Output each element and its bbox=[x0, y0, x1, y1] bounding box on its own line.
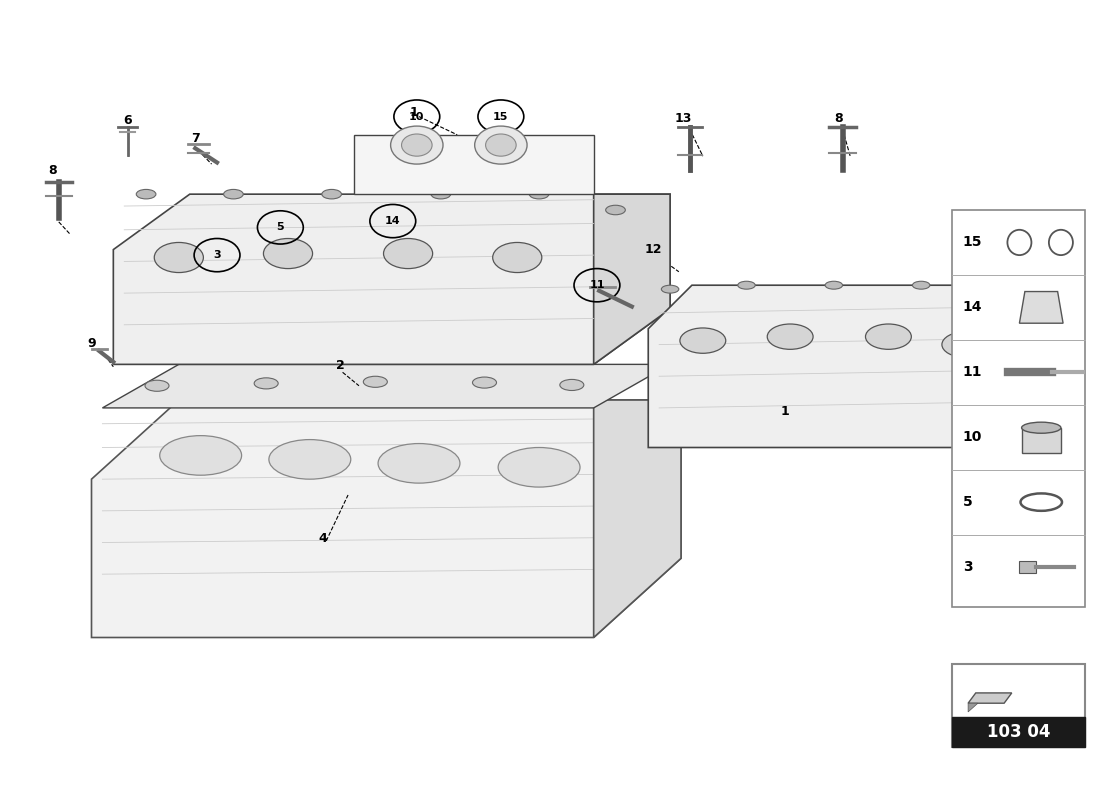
Ellipse shape bbox=[363, 376, 387, 387]
Text: 3: 3 bbox=[962, 560, 972, 574]
Ellipse shape bbox=[223, 190, 243, 199]
Ellipse shape bbox=[378, 443, 460, 483]
Text: 13: 13 bbox=[674, 113, 692, 126]
Circle shape bbox=[390, 126, 443, 164]
Ellipse shape bbox=[493, 242, 542, 273]
Circle shape bbox=[485, 134, 516, 156]
Text: 5: 5 bbox=[962, 495, 972, 509]
Ellipse shape bbox=[145, 380, 169, 391]
Text: 1: 1 bbox=[409, 106, 418, 119]
Text: 11: 11 bbox=[590, 280, 605, 290]
Ellipse shape bbox=[825, 282, 843, 289]
Polygon shape bbox=[102, 364, 670, 408]
Ellipse shape bbox=[1022, 422, 1060, 434]
Polygon shape bbox=[987, 286, 1031, 447]
Text: 2: 2 bbox=[336, 359, 344, 373]
Text: 11: 11 bbox=[962, 366, 982, 379]
Ellipse shape bbox=[942, 332, 988, 358]
Ellipse shape bbox=[680, 328, 726, 354]
Polygon shape bbox=[91, 400, 681, 638]
Ellipse shape bbox=[473, 377, 496, 388]
Text: 5: 5 bbox=[276, 222, 284, 233]
Ellipse shape bbox=[560, 379, 584, 390]
Polygon shape bbox=[968, 703, 978, 712]
FancyBboxPatch shape bbox=[952, 717, 1085, 746]
Polygon shape bbox=[968, 693, 1012, 703]
Text: 1: 1 bbox=[780, 406, 789, 418]
Text: 15: 15 bbox=[493, 111, 508, 122]
Text: 14: 14 bbox=[962, 300, 982, 314]
Text: 15: 15 bbox=[962, 235, 982, 250]
Polygon shape bbox=[353, 134, 594, 194]
FancyBboxPatch shape bbox=[952, 664, 1085, 746]
Polygon shape bbox=[594, 400, 681, 638]
Polygon shape bbox=[1020, 291, 1063, 323]
Text: 6: 6 bbox=[123, 114, 132, 127]
Ellipse shape bbox=[606, 206, 625, 214]
Text: 7: 7 bbox=[190, 132, 199, 146]
Ellipse shape bbox=[912, 282, 930, 289]
Ellipse shape bbox=[384, 238, 432, 269]
Polygon shape bbox=[1022, 428, 1060, 453]
Text: 10: 10 bbox=[962, 430, 982, 444]
FancyBboxPatch shape bbox=[952, 210, 1085, 607]
Polygon shape bbox=[648, 286, 1031, 447]
Text: 10: 10 bbox=[409, 111, 425, 122]
Ellipse shape bbox=[661, 286, 679, 293]
Polygon shape bbox=[594, 194, 670, 364]
Ellipse shape bbox=[322, 190, 341, 199]
Ellipse shape bbox=[529, 190, 549, 199]
Ellipse shape bbox=[431, 190, 451, 199]
Ellipse shape bbox=[738, 282, 756, 289]
Circle shape bbox=[475, 126, 527, 164]
Text: 103 04: 103 04 bbox=[987, 722, 1050, 741]
Ellipse shape bbox=[268, 439, 351, 479]
Polygon shape bbox=[113, 194, 670, 364]
Ellipse shape bbox=[254, 378, 278, 389]
Text: 8: 8 bbox=[834, 113, 843, 126]
Polygon shape bbox=[1020, 561, 1036, 574]
Ellipse shape bbox=[160, 436, 242, 475]
Text: 8: 8 bbox=[48, 164, 56, 177]
Text: a passion for parts since 1985: a passion for parts since 1985 bbox=[268, 414, 613, 544]
Ellipse shape bbox=[767, 324, 813, 350]
Circle shape bbox=[402, 134, 432, 156]
Text: 3: 3 bbox=[213, 250, 221, 260]
Ellipse shape bbox=[263, 238, 312, 269]
Text: 4: 4 bbox=[319, 532, 328, 545]
Ellipse shape bbox=[1000, 293, 1018, 301]
Ellipse shape bbox=[136, 190, 156, 199]
Text: 14: 14 bbox=[385, 216, 400, 226]
Ellipse shape bbox=[154, 242, 204, 273]
Text: 9: 9 bbox=[87, 337, 96, 350]
Text: 12: 12 bbox=[645, 243, 662, 256]
Text: eurospar.es: eurospar.es bbox=[272, 298, 653, 470]
Ellipse shape bbox=[498, 447, 580, 487]
Ellipse shape bbox=[866, 324, 911, 350]
